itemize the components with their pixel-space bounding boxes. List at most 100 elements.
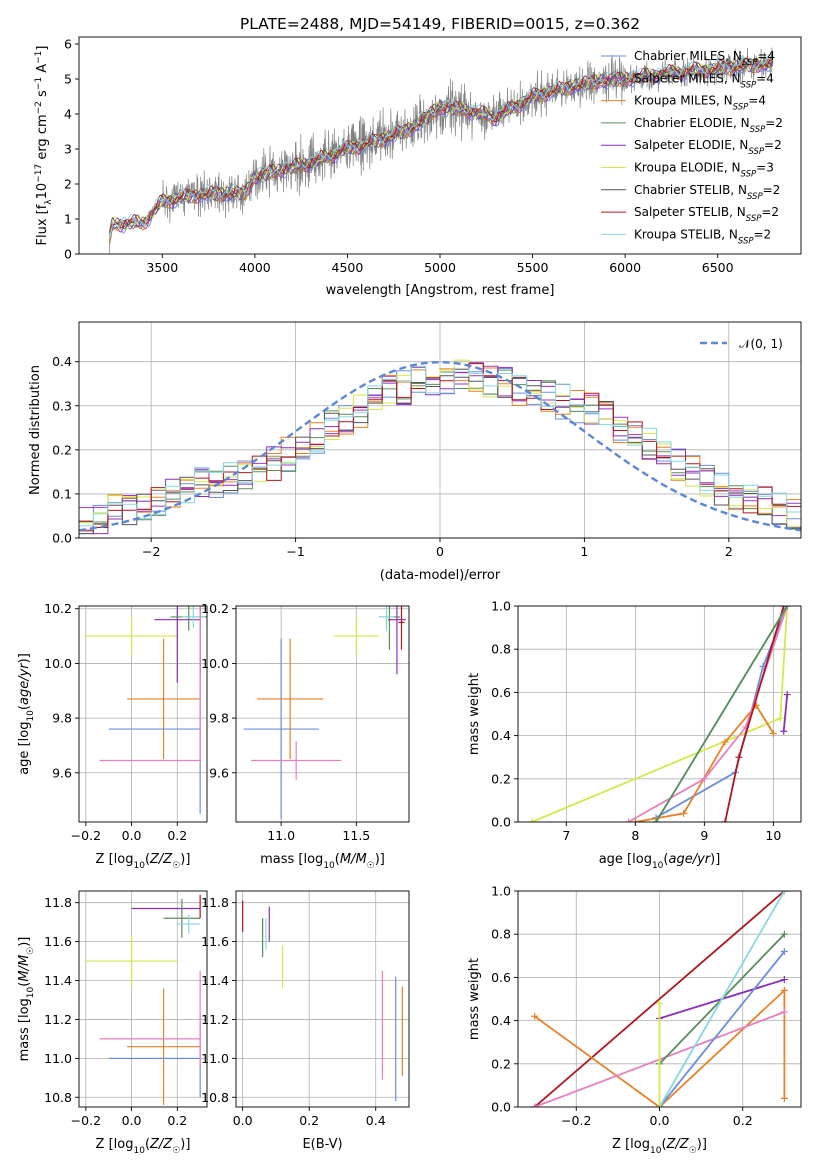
data-point-1 [243, 638, 319, 820]
model-line-9 [109, 54, 774, 239]
weight-line-5 [724, 606, 785, 822]
label-part: age [log [599, 852, 652, 867]
panel-residuals: −2 −1 0 1 2 0.0 0.1 0.2 0.3 0.4 (data-model)/error… [28, 321, 802, 583]
y-tick-label: 10.2 [44, 601, 72, 616]
y-tick-label: 0.6 [491, 970, 511, 985]
label-part: )] [17, 653, 32, 663]
panel-age_vs_Z: −0.2 0.0 0.29.69.810.010.2Z [log10(Z/Z☉)]a… [17, 601, 208, 871]
histogram-step-9 [79, 365, 801, 527]
legend-sub: SSP [741, 80, 757, 90]
legend-suffix: =2 [754, 227, 772, 241]
label-part: M/M [17, 955, 32, 982]
label-part: mass [log [17, 998, 32, 1061]
y-tick-label: 11.8 [44, 895, 72, 910]
label-part: λ [44, 199, 54, 205]
axes-frame [517, 890, 802, 1108]
x-tick-label: 0.0 [122, 1113, 142, 1128]
label-part: 10 [133, 1146, 145, 1156]
x-tick-label: 0.2 [299, 1113, 319, 1128]
panel-age_vs_mass: 11.0 11.5 9.6 9.8 10.0 10.2 mass [log10(M/M☉)] [201, 601, 410, 871]
x-tick-label: 3500 [146, 260, 178, 275]
label-part: age/yr [668, 852, 711, 867]
legend-suffix: =2 [761, 205, 779, 219]
y-tick-label: 10.8 [44, 1090, 72, 1105]
plot-area [79, 359, 801, 535]
x-axis-label: Z [log10(Z/Z☉)] [612, 1137, 707, 1156]
y-tick-label: 11.2 [44, 1012, 72, 1027]
weight-marker [656, 1103, 663, 1107]
weight-marker [700, 775, 708, 783]
legend-text: Kroupa MILES, N [634, 94, 733, 108]
axes-frame [78, 605, 208, 823]
x-axis-label: mass [log10(M/M☉)] [260, 852, 385, 871]
x-tick-label: 0 [436, 544, 444, 559]
grid-lines [518, 605, 801, 823]
weight-marker [624, 818, 632, 822]
y-tick-label: 0.2 [52, 442, 72, 457]
y-axis-label: mass weight [467, 673, 482, 755]
histogram-step-6 [79, 359, 801, 527]
x-tick-label: 2 [725, 544, 733, 559]
weight-marker [780, 1008, 788, 1016]
y-tick-label: 1.0 [491, 599, 511, 614]
x-tick-label: 11.0 [267, 828, 295, 843]
label-part: )] [17, 937, 32, 947]
label-part: ( [145, 1137, 150, 1152]
y-tick-label: 9.6 [209, 765, 229, 780]
legend-text: Kroupa ELODIE, N [634, 161, 741, 175]
label-part: Z/Z [149, 1137, 173, 1152]
x-tick-label: −0.2 [561, 1113, 591, 1128]
legend-label: Chabrier ELODIE, NSSP=2 [634, 116, 783, 135]
x-tick-label: 11.5 [342, 828, 370, 843]
legend-text: Kroupa STELIB, N [634, 227, 738, 241]
y-tick-label: 11.0 [44, 1051, 72, 1066]
plot-area [85, 606, 207, 814]
weight-marker [769, 729, 777, 737]
label-part: −1 [34, 51, 44, 64]
legend-label: 𝒩(0, 1) [739, 337, 783, 351]
x-axis-label: age [log10(age/yr)] [599, 852, 721, 871]
y-tick-label: 10.0 [44, 656, 72, 671]
data-point-2 [127, 988, 201, 1106]
axes-frame [517, 605, 802, 823]
x-axis-label: Z [log10(Z/Z☉)] [96, 852, 191, 871]
weight-marker [531, 1103, 539, 1107]
y-tick-label: 10.8 [201, 1090, 229, 1105]
x-tick-label: −2 [142, 544, 160, 559]
legend-suffix: =3 [756, 161, 774, 175]
y-tick-label: 4 [64, 107, 72, 122]
y-axis-label: age [log10(age/yr)] [17, 653, 36, 775]
legend-text: Salpeter ELODIE, N [634, 138, 748, 152]
legend-label: Kroupa STELIB, NSSP=2 [634, 227, 771, 246]
data-point-1 [85, 935, 178, 987]
panel-spectrum: 3500 4000 4500 5000 5500 6000 6500 0 1 2 3 4 5 6 wavel… [34, 37, 802, 298]
grid-lines [236, 891, 409, 1107]
axes-frame [235, 890, 410, 1108]
weight-marker [531, 1012, 539, 1020]
legend-sub: SSP [742, 58, 758, 68]
legend-suffix: =4 [756, 71, 774, 85]
legend-suffix: =4 [757, 49, 775, 63]
legend-suffix: =4 [748, 94, 766, 108]
weight-line-8 [782, 694, 789, 732]
x-tick-label: 4500 [332, 260, 364, 275]
x-tick-label: 1 [580, 544, 588, 559]
weight-marker [780, 891, 788, 895]
legend-label: Chabrier MILES, NSSP=4 [634, 49, 775, 68]
x-axis-label: Z [log10(Z/Z☉)] [96, 1137, 191, 1156]
label-part: ( [663, 852, 668, 867]
label-part: 10 [26, 986, 36, 998]
axes-frame [235, 605, 410, 823]
weight-line-7 [655, 606, 788, 822]
legend-suffix: =2 [765, 116, 783, 130]
x-tick-label: 0.2 [167, 828, 187, 843]
y-tick-label: 11.4 [44, 973, 72, 988]
label-part: ☉ [172, 861, 180, 871]
x-tick-label: 6500 [702, 260, 734, 275]
data-point-4 [333, 616, 379, 656]
grid-lines [236, 606, 409, 822]
weight-marker [780, 976, 788, 984]
y-tick-label: 0.4 [491, 728, 511, 743]
weight-marker [780, 930, 788, 938]
weight-marker [783, 691, 791, 699]
